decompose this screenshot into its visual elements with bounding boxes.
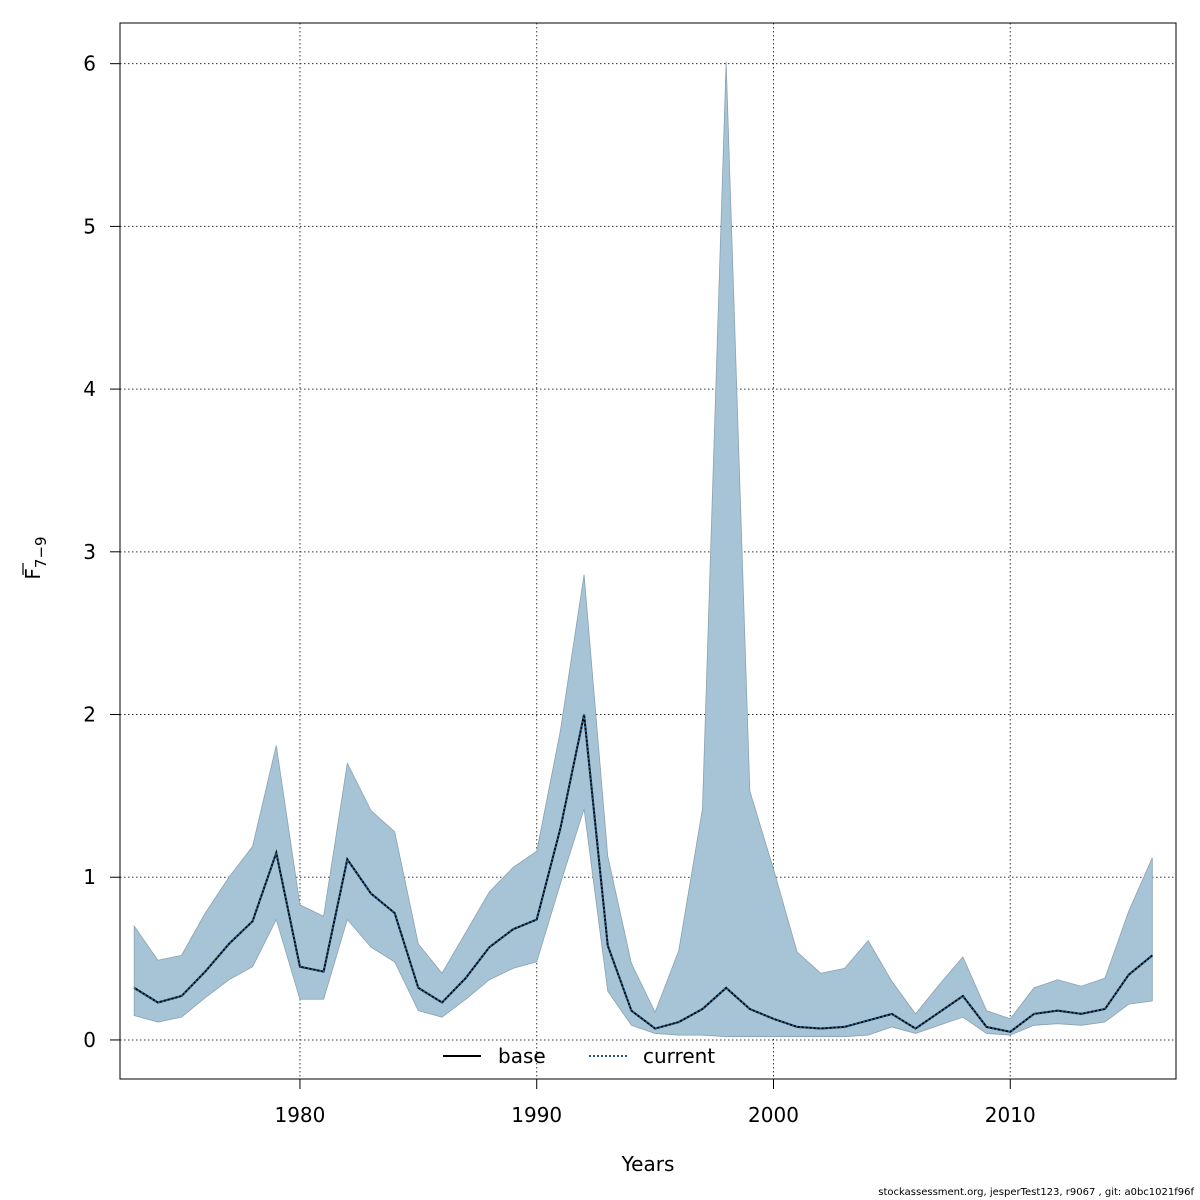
- y-axis-title: F7−9: [21, 536, 50, 579]
- y-tick-label: 2: [83, 703, 96, 727]
- x-tick-label: 1990: [511, 1103, 562, 1127]
- series-line-current: [133, 714, 1153, 1033]
- legend-label-current: current: [643, 1044, 715, 1068]
- y-axis: 0 1 2 3 4 5 6: [83, 52, 120, 1052]
- x-axis-title: Years: [621, 1152, 675, 1176]
- y-tick-label: 0: [83, 1028, 96, 1052]
- x-tick-label: 1980: [274, 1103, 325, 1127]
- y-axis-title-subscript: 7−9: [32, 536, 50, 568]
- footer-credit: stockassessment.org, jesperTest123, r906…: [878, 1187, 1194, 1198]
- y-tick-label: 1: [83, 865, 96, 889]
- x-tick-label: 2010: [985, 1103, 1036, 1127]
- confidence-band: [133, 62, 1153, 1038]
- y-tick-label: 3: [83, 540, 96, 564]
- svg-text:F7−9: F7−9: [21, 536, 50, 579]
- legend: base current: [443, 1044, 715, 1068]
- y-axis-title-base: F: [21, 568, 45, 580]
- legend-label-base: base: [498, 1044, 546, 1068]
- y-tick-label: 5: [83, 214, 96, 238]
- x-tick-label: 2000: [748, 1103, 799, 1127]
- y-tick-label: 4: [83, 377, 96, 401]
- y-tick-label: 6: [83, 52, 96, 76]
- plot-frame: [119, 22, 1177, 1080]
- x-axis: 1980 1990 2000 2010: [274, 1079, 1036, 1127]
